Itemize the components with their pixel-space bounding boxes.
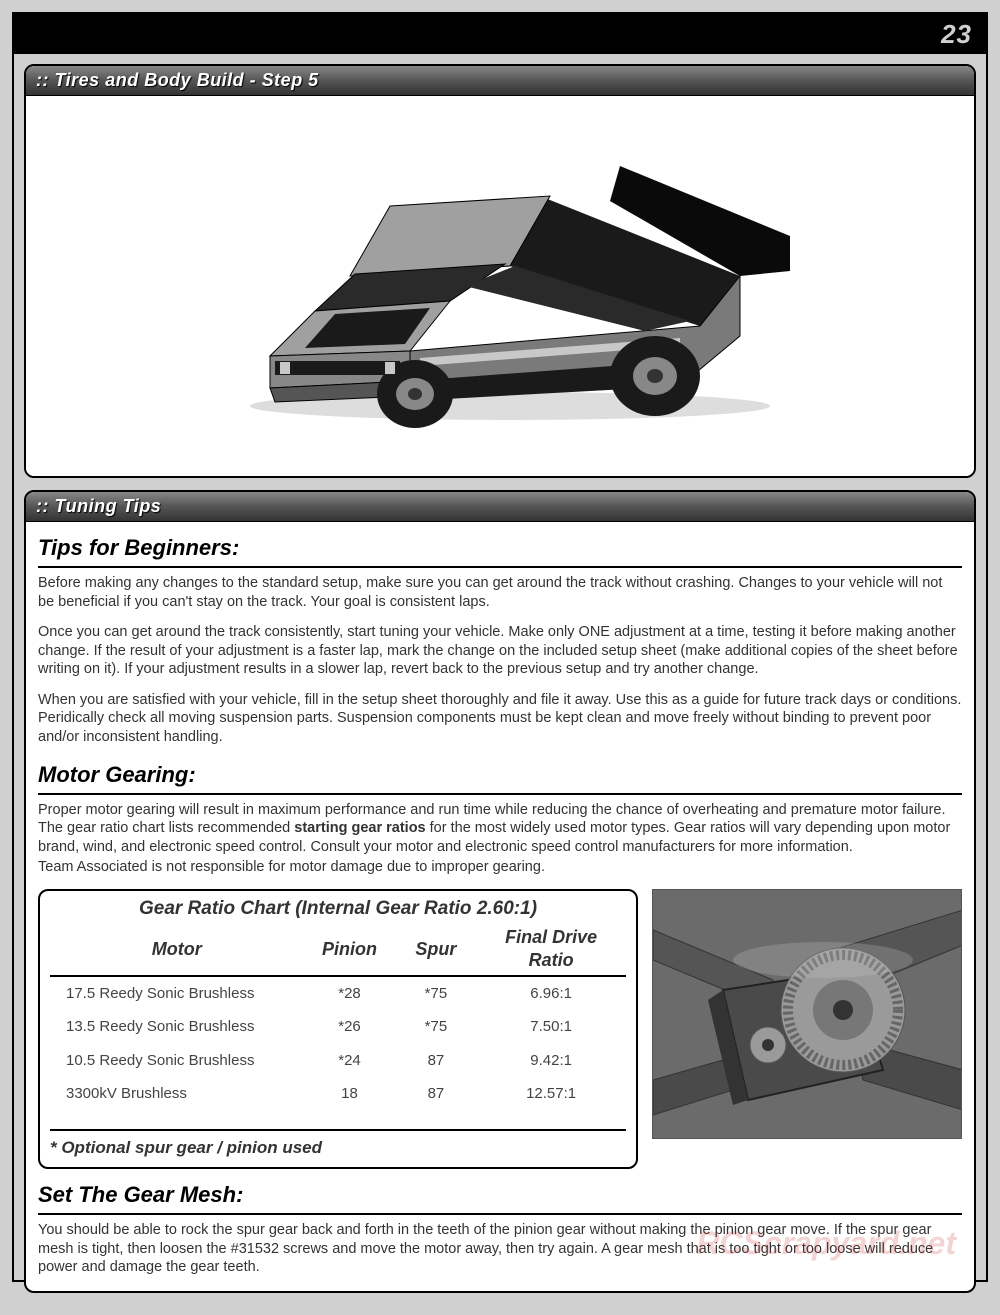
col-pinion: Pinion <box>303 923 395 976</box>
gear-chart-row: Gear Ratio Chart (Internal Gear Ratio 2.… <box>38 889 962 1169</box>
col-spur: Spur <box>396 923 477 976</box>
car-illustration <box>180 126 820 446</box>
panel-title: :: Tires and Body Build - Step 5 <box>36 70 319 90</box>
gear-ratio-chart: Gear Ratio Chart (Internal Gear Ratio 2.… <box>38 889 638 1169</box>
table-cell: 7.50:1 <box>476 1010 626 1043</box>
gear-mesh-image <box>652 889 962 1139</box>
beginners-p1: Before making any changes to the standar… <box>38 574 962 611</box>
table-row: 17.5 Reedy Sonic Brushless*28*756.96:1 <box>50 976 626 1010</box>
motor-gearing-p2: Team Associated is not responsible for m… <box>38 858 962 877</box>
table-cell: 9.42:1 <box>476 1044 626 1077</box>
page-number: 23 <box>941 19 972 50</box>
table-cell: 13.5 Reedy Sonic Brushless <box>50 1010 303 1043</box>
tips-body: Tips for Beginners: Before making any ch… <box>26 522 974 1291</box>
table-cell: 87 <box>396 1044 477 1077</box>
table-cell: 17.5 Reedy Sonic Brushless <box>50 976 303 1010</box>
table-cell: 3300kV Brushless <box>50 1077 303 1110</box>
col-motor: Motor <box>50 923 303 976</box>
table-cell: 6.96:1 <box>476 976 626 1010</box>
table-cell: *24 <box>303 1044 395 1077</box>
table-cell: *28 <box>303 976 395 1010</box>
car-illustration-box <box>26 96 974 476</box>
panel-title: :: Tuning Tips <box>36 496 161 516</box>
table-cell: 10.5 Reedy Sonic Brushless <box>50 1044 303 1077</box>
panel-tires-body: :: Tires and Body Build - Step 5 <box>24 64 976 478</box>
table-cell: 12.57:1 <box>476 1077 626 1110</box>
table-header-row: Motor Pinion Spur Final Drive Ratio <box>50 923 626 976</box>
table-cell: *75 <box>396 1010 477 1043</box>
gear-ratio-table: Motor Pinion Spur Final Drive Ratio 17.5… <box>50 923 626 1110</box>
top-bar: 23 <box>14 14 986 54</box>
panel-header: :: Tires and Body Build - Step 5 <box>26 66 974 96</box>
heading-motor-gearing: Motor Gearing: <box>38 759 962 795</box>
table-row: 13.5 Reedy Sonic Brushless*26*757.50:1 <box>50 1010 626 1043</box>
heading-beginners: Tips for Beginners: <box>38 532 962 568</box>
gear-mesh-p1: You should be able to rock the spur gear… <box>38 1221 962 1277</box>
manual-page: 23 :: Tires and Body Build - Step 5 <box>12 12 988 1282</box>
panel-tuning-tips: :: Tuning Tips Tips for Beginners: Befor… <box>24 490 976 1293</box>
table-cell: 18 <box>303 1077 395 1110</box>
motor-gearing-p1: Proper motor gearing will result in maxi… <box>38 801 962 857</box>
content-area: :: Tires and Body Build - Step 5 <box>14 54 986 1315</box>
table-cell: *26 <box>303 1010 395 1043</box>
table-cell: *75 <box>396 976 477 1010</box>
chart-footer: * Optional spur gear / pinion used <box>50 1129 626 1159</box>
panel-header: :: Tuning Tips <box>26 492 974 522</box>
beginners-p2: Once you can get around the track consis… <box>38 623 962 679</box>
table-row: 10.5 Reedy Sonic Brushless*24879.42:1 <box>50 1044 626 1077</box>
table-row: 3300kV Brushless188712.57:1 <box>50 1077 626 1110</box>
chart-title: Gear Ratio Chart (Internal Gear Ratio 2.… <box>50 897 626 921</box>
heading-gear-mesh: Set The Gear Mesh: <box>38 1179 962 1215</box>
table-cell: 87 <box>396 1077 477 1110</box>
col-fdr: Final Drive Ratio <box>476 923 626 976</box>
beginners-p3: When you are satisfied with your vehicle… <box>38 691 962 747</box>
